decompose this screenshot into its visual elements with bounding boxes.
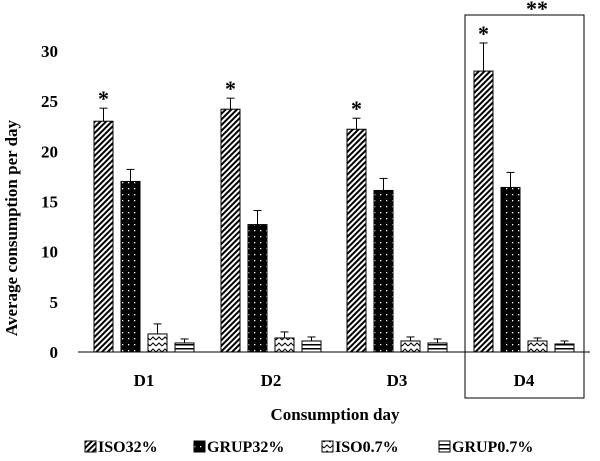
bar-grup32--d1 — [120, 180, 141, 353]
legend-swatch — [193, 440, 206, 453]
significance-annotation: * — [351, 96, 362, 121]
legend: ISO32% GRUP32% ISO0.7% GRUP0.7% — [84, 439, 533, 456]
legend-swatch — [321, 440, 334, 453]
y-tick-label: 15 — [41, 193, 58, 212]
significance-annotation: * — [478, 21, 489, 46]
y-tick-label: 25 — [41, 92, 58, 111]
bar-iso32--d3 — [346, 128, 367, 353]
legend-swatch — [438, 440, 451, 453]
bar-iso32--d1 — [93, 120, 114, 353]
bar-iso32--d4 — [473, 70, 494, 353]
bar-iso0-7--d2 — [274, 337, 295, 353]
bar-grup32--d3 — [373, 189, 394, 353]
legend-label: ISO0.7% — [335, 439, 399, 456]
x-axis-categories: D1 D2 D3 D4 — [134, 371, 535, 390]
x-category-label: D2 — [261, 371, 282, 390]
y-tick-label: 20 — [41, 142, 58, 161]
y-tick-label: 0 — [50, 343, 59, 362]
y-tick-label: 5 — [50, 293, 59, 312]
legend-swatch — [84, 440, 97, 453]
bar-grup0-7--d1 — [174, 342, 195, 353]
y-tick-label: 10 — [41, 243, 58, 262]
significance-annotation: * — [225, 76, 236, 101]
y-tick-label: 30 — [41, 42, 58, 61]
bar-iso0-7--d4 — [527, 340, 548, 353]
bar-iso0-7--d1 — [147, 333, 168, 353]
bar-grup32--d2 — [247, 224, 268, 353]
x-category-label: D3 — [387, 371, 408, 390]
bar-iso0-7--d3 — [400, 340, 421, 353]
bar-grup32--d4 — [500, 186, 521, 353]
x-category-label: D4 — [514, 371, 535, 390]
legend-label: GRUP0.7% — [452, 439, 533, 456]
y-axis-title: Average consumption per day — [2, 119, 21, 336]
bar-grup0-7--d2 — [301, 340, 322, 353]
x-category-label: D1 — [134, 371, 155, 390]
highlight-box-d4 — [464, 14, 585, 399]
bar-grup0-7--d4 — [554, 343, 575, 353]
legend-label: GRUP32% — [207, 439, 284, 456]
bar-iso32--d2 — [220, 108, 241, 353]
x-axis-title: Consumption day — [271, 405, 400, 424]
bar-grup0-7--d3 — [427, 342, 448, 353]
y-axis-ticks: 0 5 10 15 20 25 30 — [41, 42, 58, 362]
significance-annotation-box: ** — [526, 0, 548, 21]
significance-annotation: * — [98, 86, 109, 111]
legend-label: ISO32% — [98, 439, 158, 456]
